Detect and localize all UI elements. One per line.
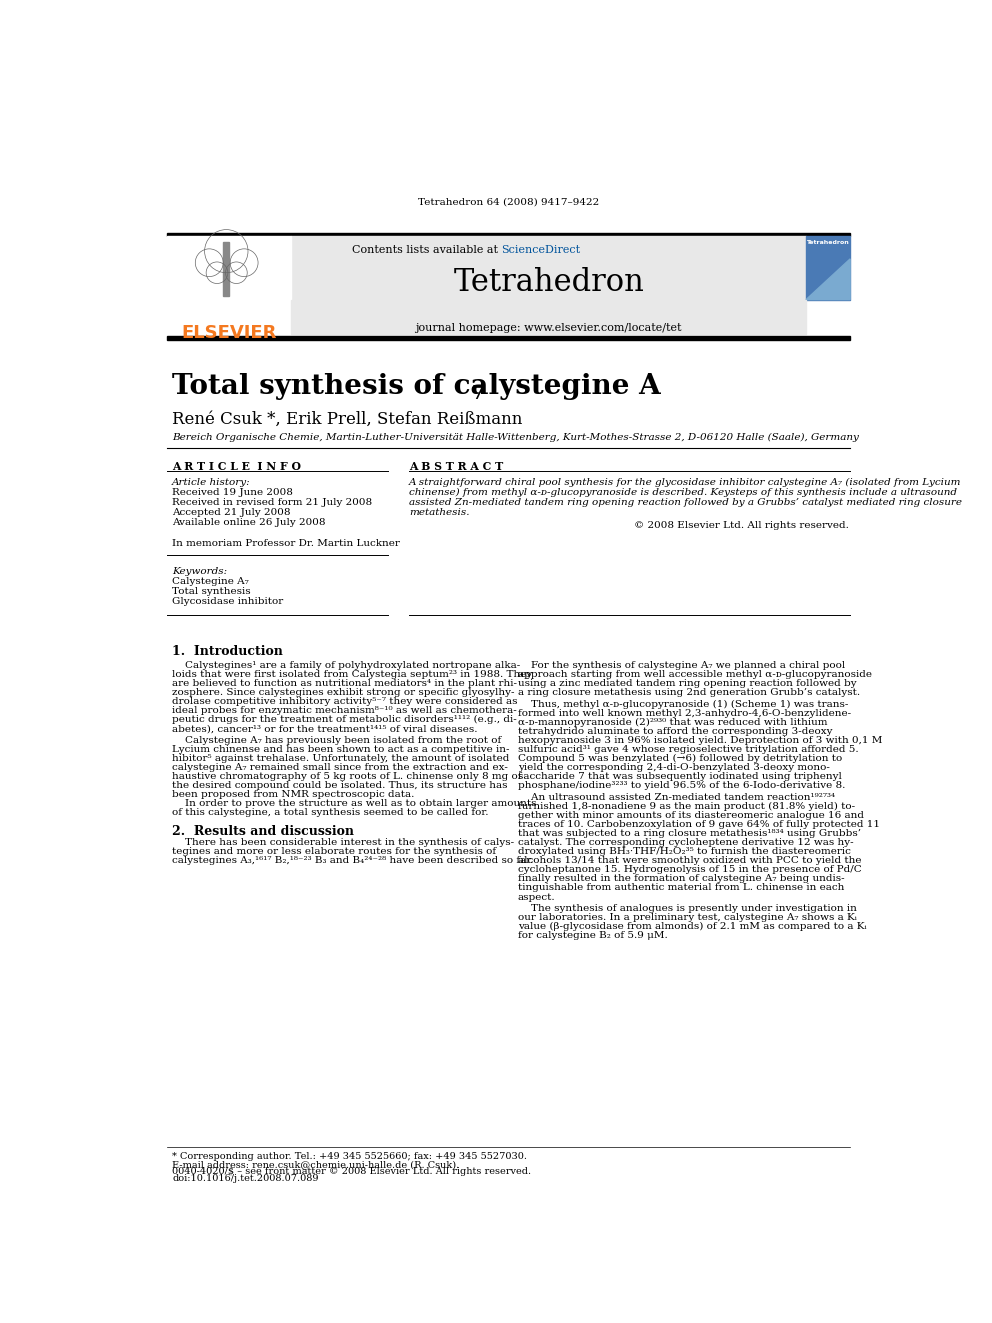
Text: that was subjected to a ring closure metathesis¹⁸³⁴ using Grubbs’: that was subjected to a ring closure met… bbox=[518, 830, 861, 837]
Text: finally resulted in the formation of calystegine A₇ being undis-: finally resulted in the formation of cal… bbox=[518, 875, 844, 884]
Text: our laboratories. In a preliminary test, calystegine A₇ shows a Kᵢ: our laboratories. In a preliminary test,… bbox=[518, 913, 856, 922]
Text: For the synthesis of calystegine A₇ we planned a chiral pool: For the synthesis of calystegine A₇ we p… bbox=[518, 660, 845, 669]
Bar bbox=[167, 235, 291, 300]
Text: Article history:: Article history: bbox=[172, 479, 251, 487]
Text: furnished 1,8-nonadiene 9 as the main product (81.8% yield) to-: furnished 1,8-nonadiene 9 as the main pr… bbox=[518, 802, 855, 811]
Text: Compound 5 was benzylated (→6) followed by detritylation to: Compound 5 was benzylated (→6) followed … bbox=[518, 754, 842, 763]
Text: In memoriam Professor Dr. Martin Luckner: In memoriam Professor Dr. Martin Luckner bbox=[172, 540, 400, 548]
Text: An ultrasound assisted Zn-mediated tandem reaction¹⁹²⁷³⁴: An ultrasound assisted Zn-mediated tande… bbox=[518, 792, 835, 802]
Text: Total synthesis: Total synthesis bbox=[172, 587, 251, 595]
Bar bbox=[167, 336, 850, 340]
Text: hibitor⁵ against trehalase. Unfortunately, the amount of isolated: hibitor⁵ against trehalase. Unfortunatel… bbox=[172, 754, 510, 763]
Text: sulfuric acid³¹ gave 4 whose regioselective tritylation afforded 5.: sulfuric acid³¹ gave 4 whose regioselect… bbox=[518, 745, 858, 754]
Text: phosphane/iodine³²³³ to yield 96.5% of the 6-Iodo-derivative 8.: phosphane/iodine³²³³ to yield 96.5% of t… bbox=[518, 781, 845, 790]
Polygon shape bbox=[806, 259, 850, 300]
Text: value (β-glycosidase from almonds) of 2.1 mM as compared to a Kᵢ: value (β-glycosidase from almonds) of 2.… bbox=[518, 922, 866, 931]
Text: aspect.: aspect. bbox=[518, 893, 556, 901]
Text: Accepted 21 July 2008: Accepted 21 July 2008 bbox=[172, 508, 291, 517]
Text: chinense) from methyl α-ᴅ-glucopyranoside is described. Keysteps of this synthes: chinense) from methyl α-ᴅ-glucopyranosid… bbox=[409, 488, 957, 497]
Bar bbox=[223, 242, 229, 296]
Text: Received 19 June 2008: Received 19 June 2008 bbox=[172, 488, 293, 497]
Text: traces of 10. Carbobenzoxylation of 9 gave 64% of fully protected 11: traces of 10. Carbobenzoxylation of 9 ga… bbox=[518, 820, 880, 830]
Bar bbox=[291, 300, 806, 335]
Text: 1.  Introduction: 1. Introduction bbox=[172, 646, 283, 659]
Text: haustive chromatography of 5 kg roots of L. chinense only 8 mg of: haustive chromatography of 5 kg roots of… bbox=[172, 773, 522, 781]
Text: the desired compound could be isolated. Thus, its structure has: the desired compound could be isolated. … bbox=[172, 781, 508, 790]
Text: ideal probes for enzymatic mechanism⁸⁻¹⁰ as well as chemothera-: ideal probes for enzymatic mechanism⁸⁻¹⁰… bbox=[172, 706, 517, 716]
Text: René Csuk *, Erik Prell, Stefan Reißmann: René Csuk *, Erik Prell, Stefan Reißmann bbox=[172, 411, 523, 429]
Text: A straightforward chiral pool synthesis for the glycosidase inhibitor calystegin: A straightforward chiral pool synthesis … bbox=[409, 479, 961, 487]
Text: Calystegines¹ are a family of polyhydroxylated nortropane alka-: Calystegines¹ are a family of polyhydrox… bbox=[172, 660, 520, 669]
Bar bbox=[291, 235, 806, 300]
Text: using a zinc mediated tandem ring opening reaction followed by: using a zinc mediated tandem ring openin… bbox=[518, 679, 856, 688]
Bar bbox=[167, 233, 850, 235]
Text: Total synthesis of calystegine A: Total synthesis of calystegine A bbox=[172, 373, 661, 400]
Text: * Corresponding author. Tel.: +49 345 5525660; fax: +49 345 5527030.: * Corresponding author. Tel.: +49 345 55… bbox=[172, 1152, 527, 1162]
Bar bbox=[806, 235, 850, 300]
Text: tegines and more or less elaborate routes for the synthesis of: tegines and more or less elaborate route… bbox=[172, 847, 496, 856]
Text: Tetrahedron: Tetrahedron bbox=[453, 266, 644, 298]
Text: hexopyranoside 3 in 96% isolated yield. Deprotection of 3 with 0,1 M: hexopyranoside 3 in 96% isolated yield. … bbox=[518, 736, 882, 745]
Text: are believed to function as nutritional mediators⁴ in the plant rhi-: are believed to function as nutritional … bbox=[172, 679, 517, 688]
Text: tinguishable from authentic material from L. chinense in each: tinguishable from authentic material fro… bbox=[518, 884, 844, 893]
Text: A R T I C L E  I N F O: A R T I C L E I N F O bbox=[172, 462, 301, 472]
Text: 0040-4020/$ – see front matter © 2008 Elsevier Ltd. All rights reserved.: 0040-4020/$ – see front matter © 2008 El… bbox=[172, 1167, 531, 1176]
Text: © 2008 Elsevier Ltd. All rights reserved.: © 2008 Elsevier Ltd. All rights reserved… bbox=[634, 521, 848, 531]
Text: Calystegine A₇: Calystegine A₇ bbox=[172, 577, 249, 586]
Text: A B S T R A C T: A B S T R A C T bbox=[409, 462, 504, 472]
Text: Contents lists available at: Contents lists available at bbox=[352, 245, 501, 255]
Text: Bereich Organische Chemie, Martin-Luther-Universität Halle-Wittenberg, Kurt-Moth: Bereich Organische Chemie, Martin-Luther… bbox=[172, 433, 859, 442]
Text: peutic drugs for the treatment of metabolic disorders¹¹¹² (e.g., di-: peutic drugs for the treatment of metabo… bbox=[172, 716, 517, 725]
Text: journal homepage: www.elsevier.com/locate/tet: journal homepage: www.elsevier.com/locat… bbox=[416, 323, 682, 333]
Text: gether with minor amounts of its diastereomeric analogue 16 and: gether with minor amounts of its diaster… bbox=[518, 811, 864, 820]
Text: There has been considerable interest in the synthesis of calys-: There has been considerable interest in … bbox=[172, 837, 514, 847]
Text: cycloheptanone 15. Hydrogenolysis of 15 in the presence of Pd/C: cycloheptanone 15. Hydrogenolysis of 15 … bbox=[518, 865, 861, 875]
Text: Available online 26 July 2008: Available online 26 July 2008 bbox=[172, 519, 325, 528]
Text: Received in revised form 21 July 2008: Received in revised form 21 July 2008 bbox=[172, 499, 372, 507]
Text: loids that were first isolated from Calystegia septum²³ in 1988. They: loids that were first isolated from Caly… bbox=[172, 669, 533, 679]
Text: calystegines A₃,¹⁶¹⁷ B₂,¹⁸⁻²³ B₃ and B₄²⁴⁻²⁸ have been described so far.: calystegines A₃,¹⁶¹⁷ B₂,¹⁸⁻²³ B₃ and B₄²… bbox=[172, 856, 534, 865]
Text: E-mail address: rene.csuk@chemie.uni-halle.de (R. Csuk).: E-mail address: rene.csuk@chemie.uni-hal… bbox=[172, 1160, 459, 1170]
Text: a ring closure metathesis using 2nd generation Grubb’s catalyst.: a ring closure metathesis using 2nd gene… bbox=[518, 688, 860, 697]
Text: droxylated using BH₃·THF/H₂O₂³⁵ to furnish the diastereomeric: droxylated using BH₃·THF/H₂O₂³⁵ to furni… bbox=[518, 847, 850, 856]
Text: ELSEVIER: ELSEVIER bbox=[181, 324, 277, 341]
Text: α-ᴅ-mannopyranoside (2)²⁹³⁰ that was reduced with lithium: α-ᴅ-mannopyranoside (2)²⁹³⁰ that was red… bbox=[518, 717, 827, 726]
Text: assisted Zn-mediated tandem ring opening reaction followed by a Grubbs’ catalyst: assisted Zn-mediated tandem ring opening… bbox=[409, 499, 962, 507]
Text: ScienceDirect: ScienceDirect bbox=[501, 245, 580, 255]
Text: zosphere. Since calystegines exhibit strong or specific glyosylhy-: zosphere. Since calystegines exhibit str… bbox=[172, 688, 515, 697]
Text: been proposed from NMR spectroscopic data.: been proposed from NMR spectroscopic dat… bbox=[172, 790, 415, 799]
Text: calystegine A₇ remained small since from the extraction and ex-: calystegine A₇ remained small since from… bbox=[172, 763, 508, 773]
Text: 7: 7 bbox=[471, 385, 484, 404]
Text: tetrahydrido aluminate to afford the corresponding 3-deoxy: tetrahydrido aluminate to afford the cor… bbox=[518, 726, 832, 736]
Text: Calystegine A₇ has previously been isolated from the root of: Calystegine A₇ has previously been isola… bbox=[172, 736, 501, 745]
Text: yield the corresponding 2,4-di-O-benzylated 3-deoxy mono-: yield the corresponding 2,4-di-O-benzyla… bbox=[518, 763, 829, 773]
Text: formed into well known methyl 2,3-anhydro-4,6-O-benzylidene-: formed into well known methyl 2,3-anhydr… bbox=[518, 709, 851, 717]
Text: alcohols 13/14 that were smoothly oxidized with PCC to yield the: alcohols 13/14 that were smoothly oxidiz… bbox=[518, 856, 861, 865]
Text: The synthesis of analogues is presently under investigation in: The synthesis of analogues is presently … bbox=[518, 904, 856, 913]
Text: Keywords:: Keywords: bbox=[172, 566, 227, 576]
Text: of this calystegine, a total synthesis seemed to be called for.: of this calystegine, a total synthesis s… bbox=[172, 808, 488, 818]
Text: metathesis.: metathesis. bbox=[409, 508, 469, 517]
Text: approach starting from well accessible methyl α-ᴅ-glucopyranoside: approach starting from well accessible m… bbox=[518, 669, 872, 679]
Text: Thus, methyl α-ᴅ-glucopyranoside (1) (Scheme 1) was trans-: Thus, methyl α-ᴅ-glucopyranoside (1) (Sc… bbox=[518, 700, 848, 709]
Text: catalyst. The corresponding cycloheptene derivative 12 was hy-: catalyst. The corresponding cycloheptene… bbox=[518, 837, 853, 847]
Text: Tetrahedron 64 (2008) 9417–9422: Tetrahedron 64 (2008) 9417–9422 bbox=[418, 197, 599, 206]
Text: abetes), cancer¹³ or for the treatment¹⁴¹⁵ of viral diseases.: abetes), cancer¹³ or for the treatment¹⁴… bbox=[172, 725, 477, 733]
Text: drolase competitive inhibitory activity⁵⁻⁷ they were considered as: drolase competitive inhibitory activity⁵… bbox=[172, 697, 518, 706]
Text: for calystegine B₂ of 5.9 μM.: for calystegine B₂ of 5.9 μM. bbox=[518, 931, 668, 941]
Text: Glycosidase inhibitor: Glycosidase inhibitor bbox=[172, 597, 284, 606]
Text: saccharide 7 that was subsequently iodinated using triphenyl: saccharide 7 that was subsequently iodin… bbox=[518, 773, 841, 781]
Text: doi:10.1016/j.tet.2008.07.089: doi:10.1016/j.tet.2008.07.089 bbox=[172, 1175, 318, 1183]
Text: Lycium chinense and has been shown to act as a competitive in-: Lycium chinense and has been shown to ac… bbox=[172, 745, 510, 754]
Text: 2.  Results and discussion: 2. Results and discussion bbox=[172, 826, 354, 839]
Text: In order to prove the structure as well as to obtain larger amounts: In order to prove the structure as well … bbox=[172, 799, 537, 808]
Text: Tetrahedron: Tetrahedron bbox=[806, 239, 849, 245]
